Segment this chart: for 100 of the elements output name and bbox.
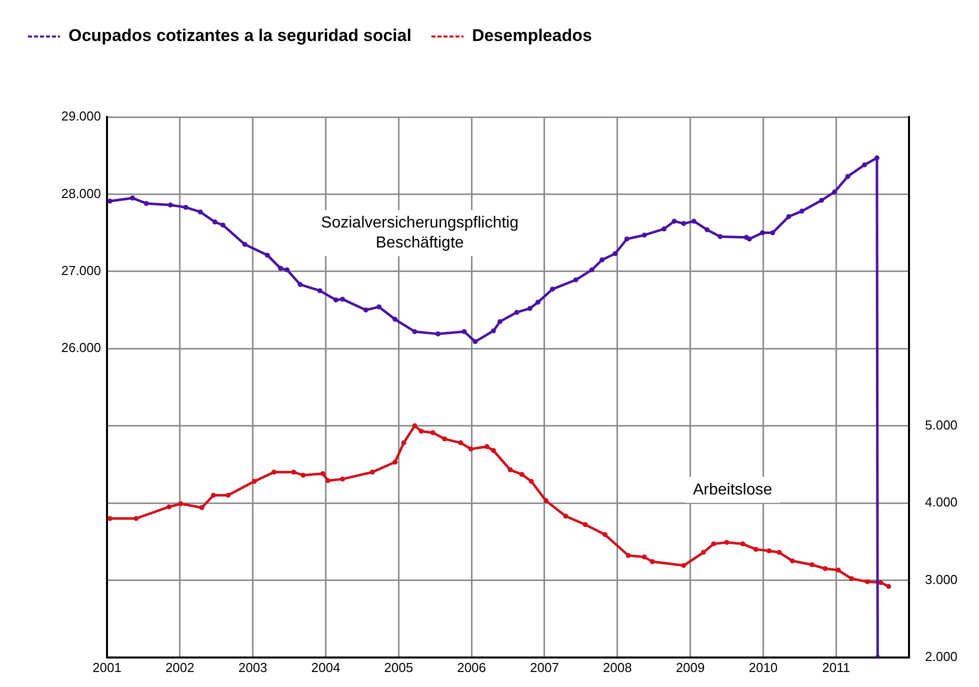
point [681,221,686,226]
point [711,541,716,546]
point [700,550,706,555]
point [642,554,647,560]
point [786,214,792,220]
point [300,472,306,478]
point [790,558,795,564]
point [672,218,677,224]
point [582,522,588,528]
point [845,174,850,179]
point [650,559,655,564]
point [862,162,868,168]
point [198,209,203,214]
point [199,505,204,510]
point [766,548,772,554]
y-tick-label: 28.000 [61,186,101,201]
point [612,251,618,256]
point [183,204,188,210]
point [753,546,758,552]
point [325,478,330,484]
point [168,202,173,208]
point [242,242,248,247]
point [626,552,631,558]
point [832,189,838,194]
point [412,423,418,428]
point [848,576,854,582]
point [550,286,555,292]
point [412,329,418,334]
point [490,328,496,334]
y2-tick-label: 5.000 [925,417,958,432]
point [770,230,776,236]
x-tick-label: 2001 [92,660,122,675]
point [264,252,270,258]
point [543,498,548,504]
point [220,222,226,228]
point [799,208,804,214]
x-tick-label: 2005 [384,660,414,675]
point [252,478,257,484]
point [691,218,696,224]
point [602,532,608,538]
point [864,579,870,584]
point [519,472,524,477]
point [822,566,828,572]
point [271,470,276,475]
point [836,568,841,573]
point [226,492,231,498]
point [462,329,467,334]
point [317,288,322,294]
x-tick-label: 2007 [530,660,559,675]
point [468,446,474,452]
point [573,277,578,282]
point [878,580,884,586]
point [563,514,568,519]
point [776,550,782,555]
x-tick-label: 2002 [165,660,194,675]
point [442,436,448,442]
point [392,460,398,465]
legend-label: Ocupados cotizantes a la seguridad social [68,26,412,46]
point [589,267,594,272]
annotation: Arbeitslose [692,481,772,498]
point [418,428,424,434]
x-tick-label: 2009 [676,660,705,675]
point [291,470,296,475]
point [333,297,338,302]
point [600,257,605,262]
x-tick-label: 2004 [311,660,340,675]
y2-tick-label: 2.000 [925,648,958,664]
point [392,316,398,322]
point [662,226,667,232]
point [370,470,375,475]
point [704,227,710,232]
point [718,234,723,240]
point [363,308,368,312]
point [624,236,630,242]
point [134,516,139,521]
point [642,232,647,238]
point [724,540,730,545]
y2-tick-label: 4.000 [925,494,958,510]
x-tick-label: 2008 [602,660,632,675]
point [212,219,218,224]
point [528,478,534,484]
point [436,331,441,336]
point [284,267,290,272]
point [166,504,172,510]
point [760,230,765,236]
point [810,562,815,568]
point [178,501,184,506]
x-tick-label: 2011 [822,660,850,675]
point [484,444,490,450]
point [458,440,464,446]
point [527,306,532,311]
point [681,563,686,568]
y2-tick-label: 3.000 [925,572,958,587]
point [340,296,345,302]
point [144,200,149,206]
point [130,196,136,201]
y-tick-label: 26.000 [61,340,101,356]
point [535,300,540,305]
point [886,584,892,589]
point [874,155,880,160]
